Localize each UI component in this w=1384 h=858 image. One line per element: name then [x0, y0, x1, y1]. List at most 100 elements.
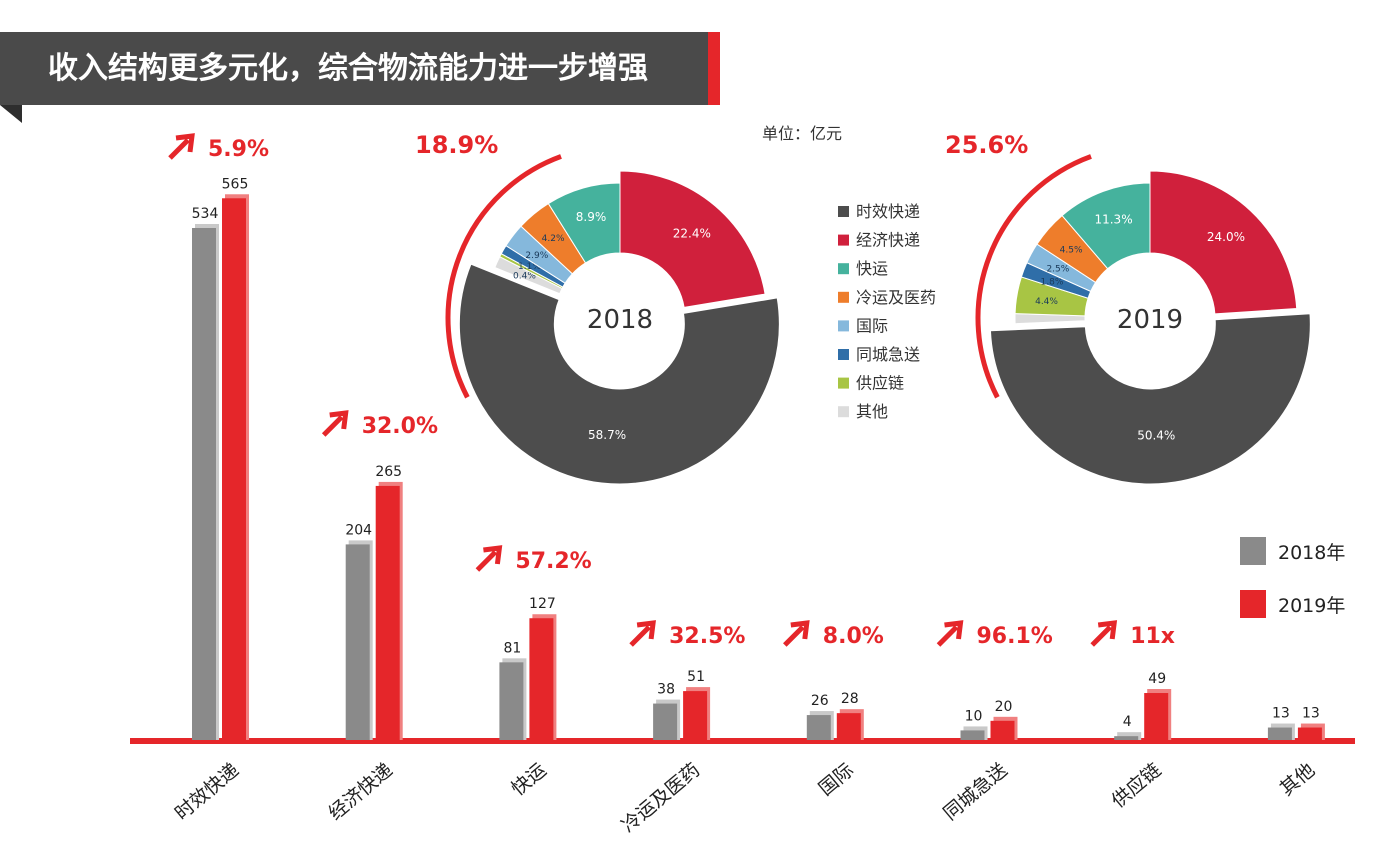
bar-2018年	[1114, 736, 1139, 740]
bar-2019年	[1144, 693, 1169, 740]
bar-2019年	[1297, 727, 1322, 740]
up-arrow-icon	[1090, 620, 1118, 647]
category-label: 国际	[815, 759, 858, 800]
donut-slice-label: 2.9%	[525, 251, 548, 261]
unit-label: 单位：亿元	[762, 124, 843, 143]
category-label: 供应链	[1108, 759, 1166, 813]
pie-legend-label: 其他	[856, 402, 888, 421]
donut-slice-label: 2.5%	[1046, 265, 1069, 275]
bar-2018年	[345, 544, 370, 740]
donut-highlight-label: 25.6%	[945, 131, 1028, 159]
pie-legend-label: 冷运及医药	[856, 288, 936, 307]
bar-2018年	[653, 703, 678, 740]
bar-2019年	[222, 198, 246, 740]
bar-value-label: 49	[1148, 671, 1166, 687]
category-label: 经济快递	[325, 759, 397, 825]
growth-label: 96.1%	[977, 624, 1053, 649]
bar-value-label: 28	[841, 691, 859, 707]
donut-slice-label: 24.0%	[1207, 230, 1245, 244]
donut-slice-时效快递	[989, 313, 1311, 485]
pie-legend-swatch	[838, 234, 849, 246]
bar-value-label: 534	[192, 206, 219, 222]
donut-slice-快运	[1061, 182, 1151, 270]
bar-value-label: 265	[375, 464, 402, 480]
baseline	[130, 738, 1355, 744]
donut-slice-label: 4.5%	[1060, 246, 1083, 256]
pie-legend-label: 国际	[856, 316, 888, 335]
bar-2018年	[960, 730, 985, 740]
title-banner: 收入结构更多元化，综合物流能力进一步增强	[0, 32, 708, 105]
donut-slice-label: 8.9%	[576, 210, 607, 224]
bar-2019年	[990, 720, 1015, 740]
donut-slice-label: 11.3%	[1094, 213, 1132, 227]
bar-value-label: 13	[1302, 706, 1320, 722]
bar-value-label: 20	[995, 699, 1013, 715]
donut-slice-label: 1.8%	[1041, 277, 1064, 287]
up-arrow-icon	[475, 545, 503, 572]
donut-slice-label: 22.4%	[673, 226, 711, 240]
donut-slice-经济快递	[619, 170, 766, 309]
donut-slice-label: 50.4%	[1137, 428, 1175, 442]
banner-fold	[0, 105, 22, 123]
donut-slice-label: 0.4%	[513, 271, 536, 281]
bar-value-label: 10	[965, 708, 983, 724]
bar-value-label: 204	[345, 522, 372, 538]
bar-value-label: 51	[687, 669, 705, 685]
legend-label: 2019年	[1278, 595, 1345, 617]
pie-legend-swatch	[838, 206, 849, 217]
pie-legend-swatch	[838, 406, 849, 418]
highlight-arc	[445, 154, 562, 399]
donut-slice-时效快递	[458, 263, 780, 485]
category-label: 冷运及医药	[617, 759, 704, 837]
bar-value-label: 26	[811, 693, 829, 709]
pie-legend-label: 时效快递	[856, 202, 920, 221]
legend-swatch	[1240, 590, 1266, 618]
bar-2018年	[499, 662, 524, 740]
bar-value-label: 38	[657, 682, 675, 698]
category-label: 同城急送	[939, 759, 1011, 825]
bar-value-label: 81	[503, 640, 521, 656]
highlight-arc	[975, 154, 1092, 399]
legend-swatch	[1240, 537, 1266, 565]
bar-2018年	[1267, 727, 1292, 740]
pie-legend-label: 快运	[856, 259, 888, 278]
pie-legend-label: 同城急送	[856, 345, 920, 364]
bar-2018年	[806, 715, 831, 740]
growth-label: 32.5%	[669, 624, 745, 649]
bar-value-label: 127	[529, 596, 556, 612]
category-label: 快运	[507, 759, 550, 800]
bar-2018年	[192, 228, 216, 740]
category-label: 时效快递	[171, 759, 243, 825]
up-arrow-icon	[168, 133, 195, 160]
donut-slice-经济快递	[1149, 170, 1298, 315]
bar-value-label: 565	[222, 176, 249, 192]
donut-center-label: 2019	[1117, 305, 1183, 335]
pie-legend-swatch	[838, 291, 849, 303]
growth-label: 57.2%	[515, 549, 591, 574]
donut-slice-label: 1.1%	[518, 262, 541, 272]
up-arrow-icon	[936, 620, 964, 647]
growth-label: 32.0%	[362, 414, 438, 439]
pie-legend-label: 供应链	[856, 374, 904, 393]
donut-center-label: 2018	[587, 305, 653, 335]
up-arrow-icon	[321, 410, 349, 437]
pie-legend-swatch	[838, 377, 849, 389]
banner-accent	[708, 32, 720, 105]
bar-value-label: 13	[1272, 706, 1290, 722]
pie-legend-label: 经济快递	[856, 231, 920, 250]
growth-label: 8.0%	[823, 624, 884, 649]
donut-slice-label: 4.4%	[1035, 297, 1058, 307]
legend-label: 2018年	[1278, 542, 1345, 564]
donut-highlight-label: 18.9%	[415, 131, 498, 159]
category-label: 其他	[1276, 759, 1319, 800]
growth-label: 5.9%	[208, 137, 269, 162]
pie-legend-swatch	[838, 320, 849, 332]
donut-slice-快运	[547, 182, 621, 264]
bar-2019年	[836, 713, 861, 740]
bar-value-label: 4	[1123, 714, 1132, 730]
up-arrow-icon	[629, 620, 656, 647]
up-arrow-icon	[783, 620, 810, 647]
pie-legend-swatch	[838, 349, 849, 360]
bar-2019年	[529, 618, 554, 740]
